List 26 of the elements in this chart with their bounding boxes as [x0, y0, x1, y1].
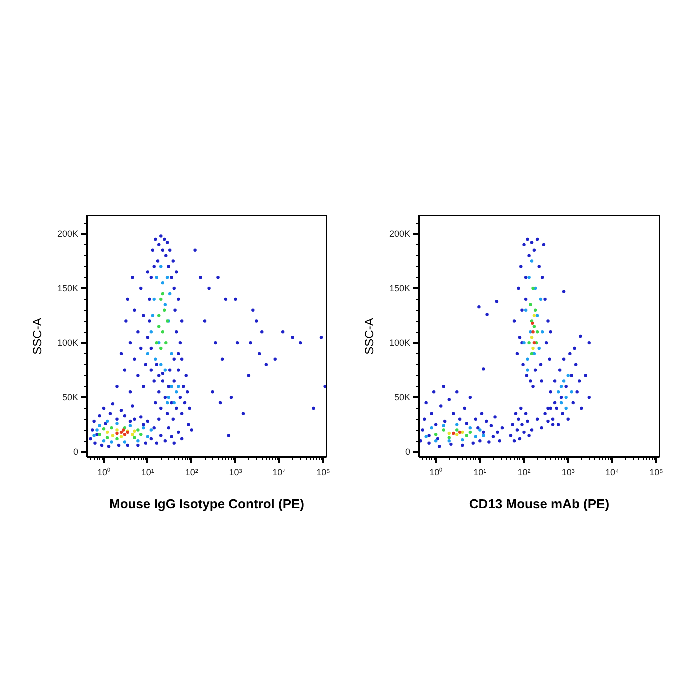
x-tick-label: 10³ — [562, 468, 575, 478]
x-tick-label: 10² — [185, 468, 198, 478]
y-axis-title: SSC-A — [362, 318, 376, 355]
x-axis-title: Mouse IgG Isotype Control (PE) — [109, 496, 305, 512]
y-axis-title: SSC-A — [30, 318, 44, 355]
y-tick-label: 200K — [389, 229, 411, 240]
x-tick-label: 10⁵ — [316, 468, 331, 478]
y-tick-label: 100K — [389, 338, 411, 348]
y-tick-label: 0 — [405, 447, 411, 458]
y-tick-label: 200K — [57, 229, 79, 240]
x-tick-label: 10⁰ — [430, 468, 443, 478]
x-tick-label: 10¹ — [474, 468, 487, 478]
x-tick-label: 10⁰ — [98, 468, 111, 478]
y-tick-label: 150K — [389, 284, 411, 294]
x-tick-label: 10⁴ — [272, 468, 287, 478]
x-axis-title: CD13 Mouse mAb (PE) — [469, 496, 610, 512]
x-tick-label: 10² — [518, 468, 531, 478]
y-tick-label: 50K — [394, 392, 410, 403]
x-tick-label: 10¹ — [141, 468, 154, 478]
y-tick-label: 50K — [62, 392, 78, 403]
x-tick-label: 10⁴ — [605, 468, 620, 478]
x-tick-label: 10⁵ — [650, 468, 664, 478]
y-tick-label: 100K — [57, 338, 79, 348]
y-tick-label: 150K — [57, 284, 79, 294]
x-tick-label: 10³ — [229, 468, 242, 478]
y-tick-label: 0 — [73, 447, 79, 458]
